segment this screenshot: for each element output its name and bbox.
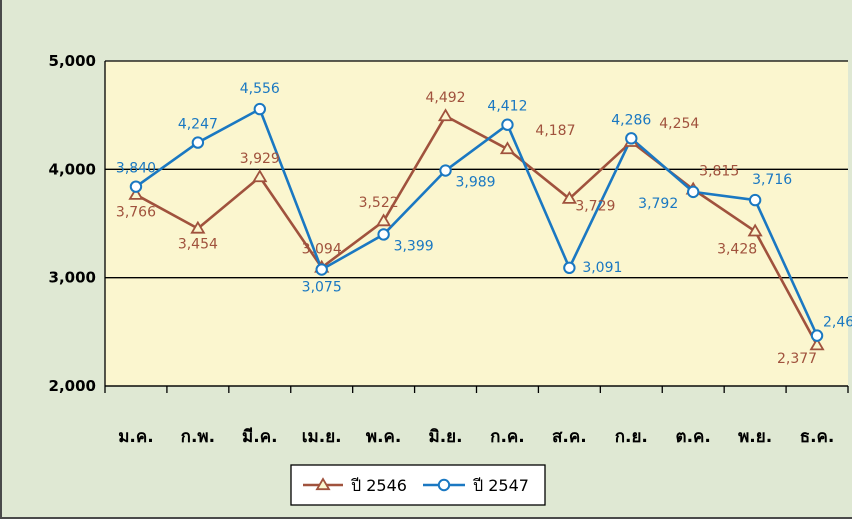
data-label: 3,989 [455, 175, 495, 191]
point-marker [128, 186, 144, 200]
data-label: 4,556 [240, 81, 280, 97]
legend-marker-triangle [315, 477, 331, 491]
data-label: 3,091 [582, 260, 622, 276]
point-marker [561, 190, 577, 204]
point-marker [625, 132, 638, 145]
point-marker [191, 136, 205, 149]
point-marker [687, 185, 700, 199]
legend-label-2547: ปี 2547 [473, 476, 529, 495]
x-tick-label: พ.ย. [738, 427, 772, 447]
x-tick-label: พ.ค. [366, 427, 402, 447]
x-tick-label: มิ.ย. [428, 427, 462, 447]
series-line-2 [135, 107, 819, 337]
x-tick-label: ก.พ. [181, 427, 215, 447]
data-label: 3,840 [116, 161, 156, 177]
data-label: 3,929 [240, 151, 280, 167]
data-label: 4,254 [659, 116, 699, 132]
x-tick-label: ต.ค. [676, 427, 711, 447]
data-label: 4,412 [487, 99, 527, 115]
y-tick-label: 5,000 [49, 52, 96, 70]
data-label: 2,465 [823, 315, 852, 331]
y-tick-label: 4,000 [49, 160, 96, 178]
point-marker [252, 169, 268, 183]
data-label: 3,522 [359, 195, 399, 211]
data-label: 3,075 [302, 280, 342, 296]
point-marker [810, 329, 824, 342]
point-marker [747, 223, 763, 237]
x-tick-label: ม.ค. [118, 427, 154, 447]
point-marker [253, 102, 266, 116]
data-label: 4,492 [425, 90, 465, 106]
data-label: 3,729 [575, 199, 615, 215]
data-label: 3,428 [717, 241, 757, 257]
x-tick-label: ธ.ค. [800, 427, 835, 447]
data-label: 4,286 [611, 112, 651, 128]
data-label: 3,399 [394, 238, 434, 254]
point-marker [563, 261, 576, 275]
y-tick-label: 2,000 [49, 377, 96, 395]
point-marker [437, 108, 454, 122]
data-label: 3,094 [302, 241, 342, 257]
data-label: 2,377 [777, 351, 817, 367]
point-marker [190, 220, 206, 234]
x-tick-label: ก.ย. [615, 427, 648, 447]
x-tick-label: ก.ค. [490, 427, 525, 447]
data-label: 3,454 [178, 236, 218, 252]
legend-label-2546: ปี 2546 [351, 476, 407, 495]
y-tick-label: 3,000 [49, 269, 96, 287]
point-marker [377, 228, 390, 241]
point-marker [439, 164, 452, 177]
x-tick-label: ส.ค. [552, 427, 587, 447]
legend-marker-circle [437, 478, 451, 492]
series-line-1 [135, 114, 819, 346]
point-marker [809, 337, 825, 351]
data-label: 3,716 [752, 172, 792, 188]
point-marker [129, 180, 143, 193]
data-label: 3,766 [116, 205, 156, 221]
x-tick-label: มี.ค. [242, 426, 278, 447]
data-label: 4,247 [178, 117, 218, 133]
data-label: 4,187 [535, 123, 575, 139]
point-marker [315, 263, 328, 276]
data-label: 3,792 [638, 196, 678, 212]
point-marker [748, 193, 762, 207]
data-label: 3,815 [699, 163, 739, 179]
x-tick-label: เม.ย. [302, 427, 342, 447]
point-marker [501, 118, 514, 131]
point-marker [376, 213, 392, 227]
point-marker [499, 141, 516, 155]
plot-area [105, 61, 848, 386]
